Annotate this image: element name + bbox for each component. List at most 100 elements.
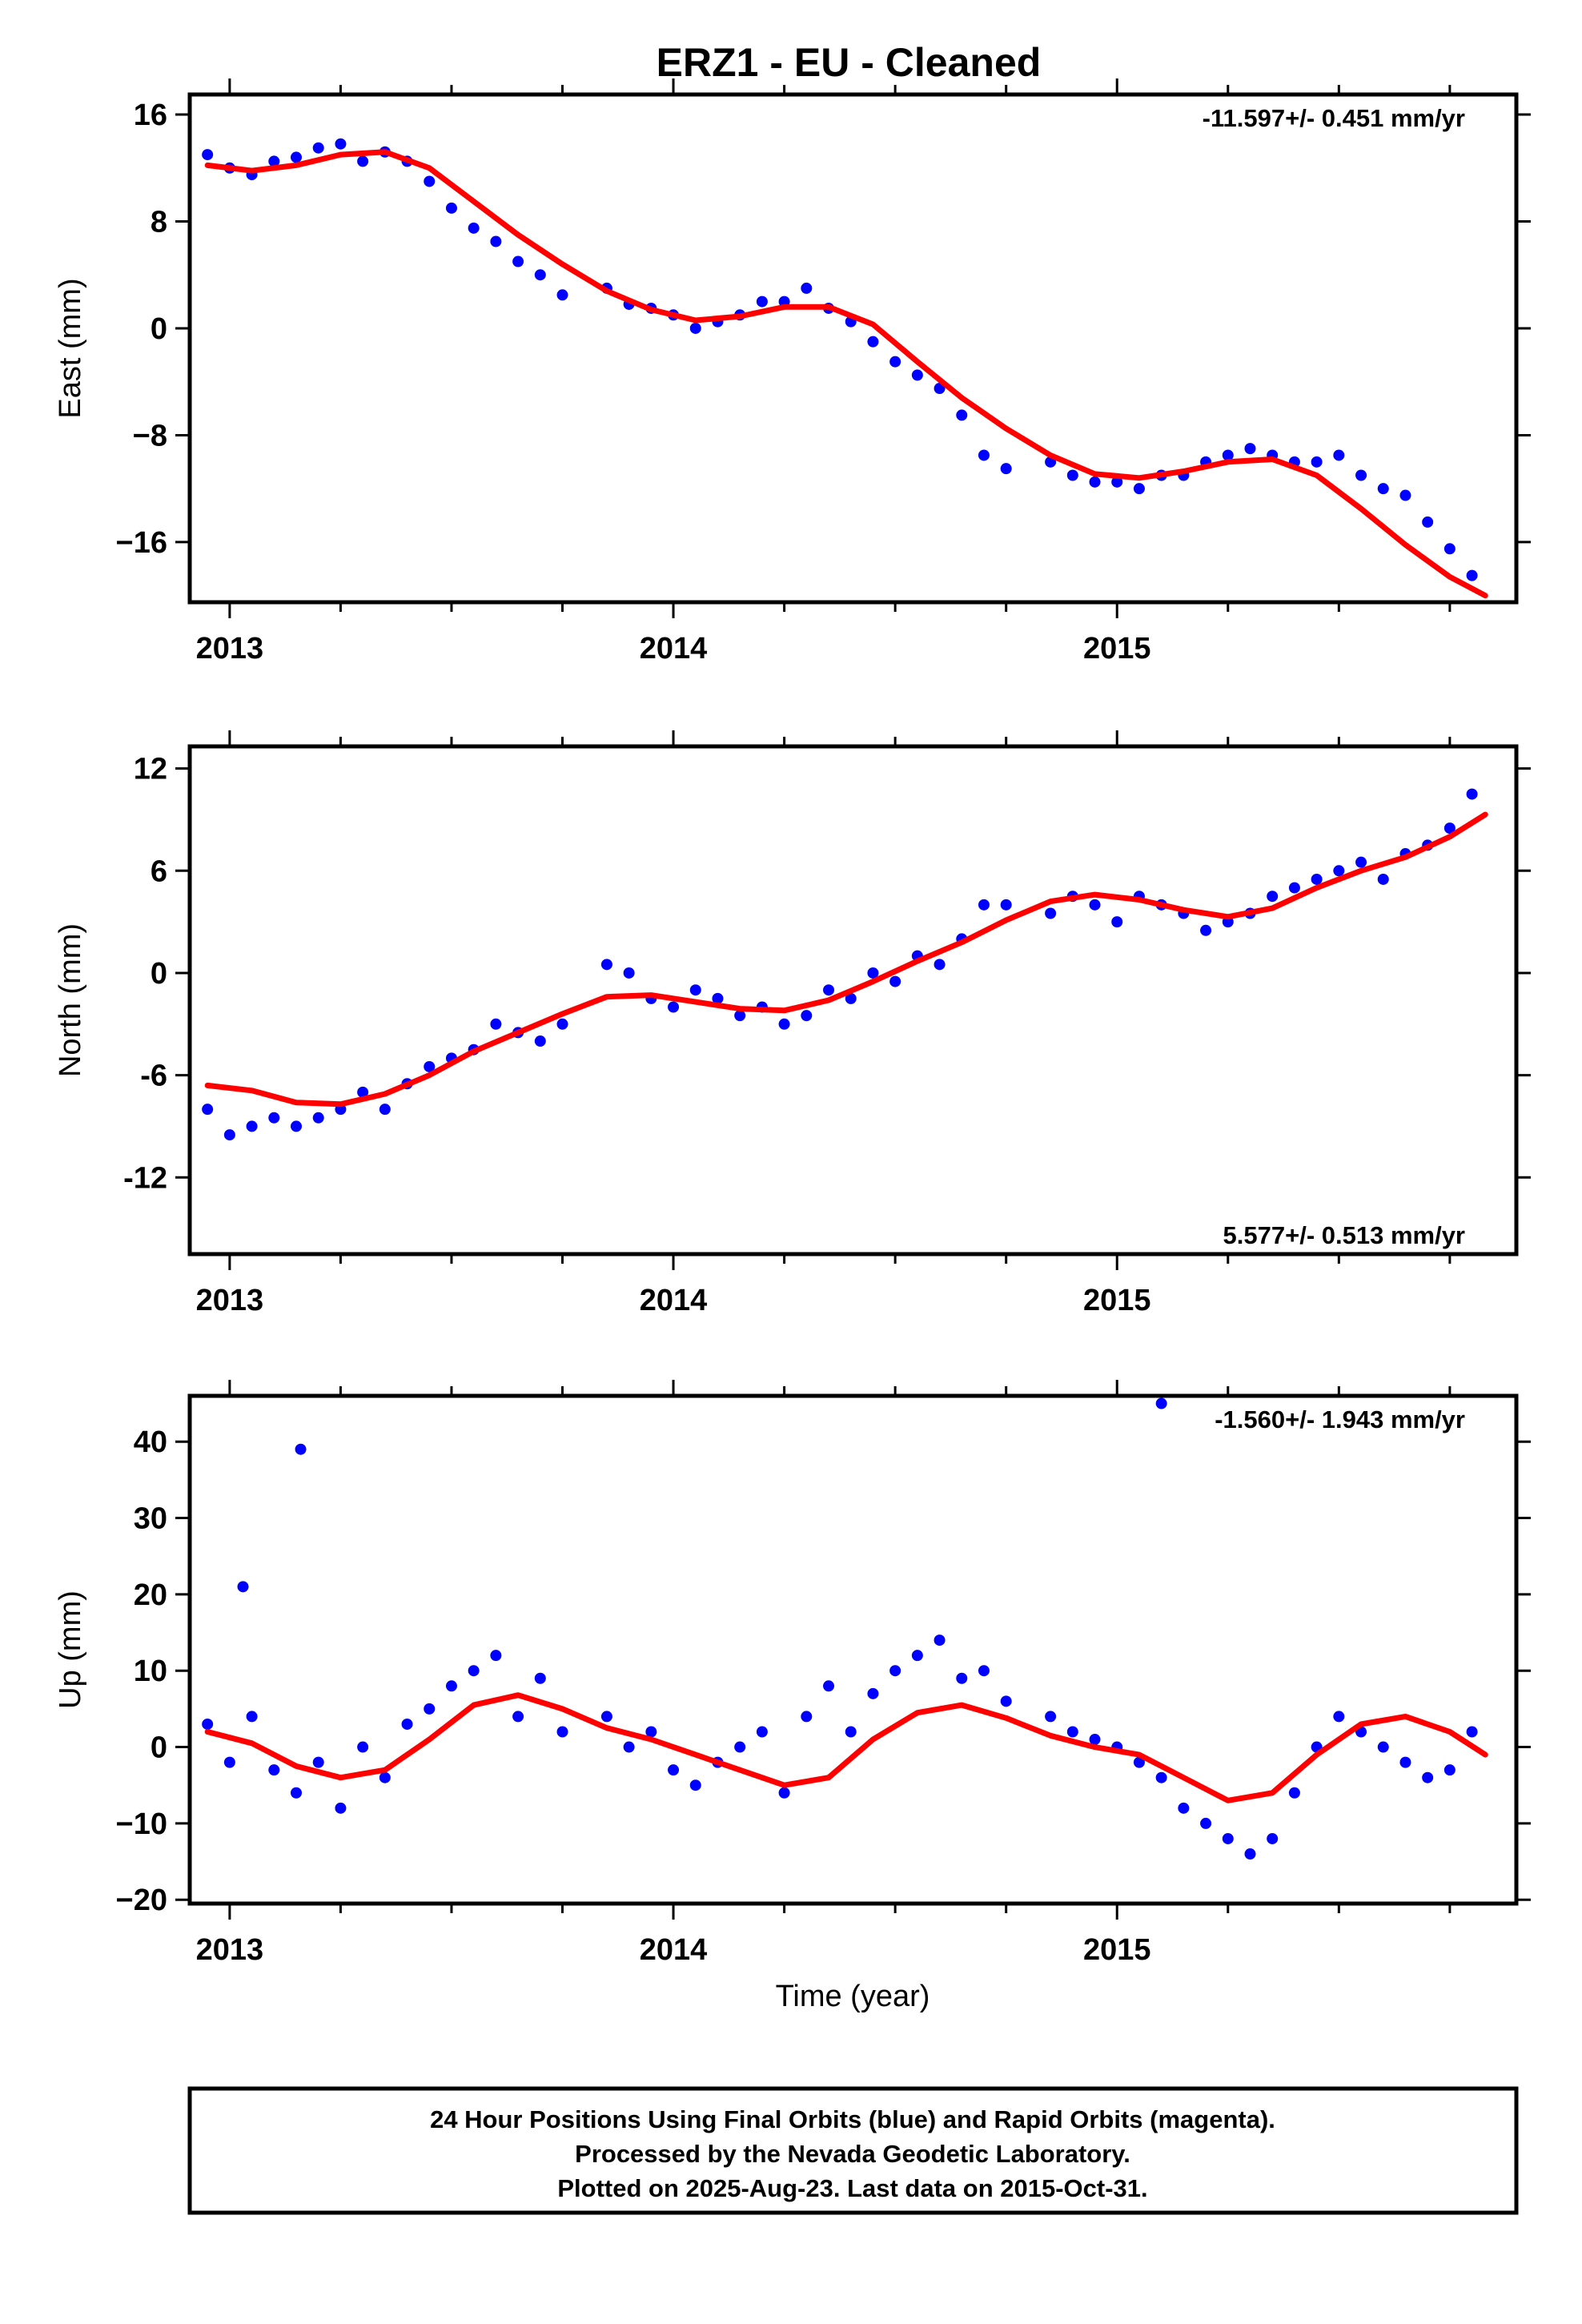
- north-data-point: [1377, 873, 1389, 885]
- up-data-point: [1133, 1756, 1145, 1768]
- up-data-point: [1222, 1832, 1234, 1844]
- north-data-point: [978, 899, 990, 911]
- north-data-point: [534, 1035, 546, 1047]
- east-data-point: [1399, 489, 1411, 501]
- north-data-point: [845, 992, 857, 1004]
- north-data-point: [1355, 856, 1367, 868]
- up-xtick-label: 2015: [1083, 1933, 1151, 1967]
- east-xtick-label: 2015: [1083, 632, 1151, 665]
- up-data-point: [556, 1726, 568, 1738]
- east-data-point: [468, 222, 480, 234]
- up-ytick-label: 30: [134, 1502, 167, 1536]
- up-data-point: [490, 1650, 502, 1662]
- north-marks: 12 6 0 -6 -12 2013 2014 2015: [123, 730, 1531, 1317]
- north-data-point: [1311, 873, 1323, 885]
- north-data-point: [801, 1010, 813, 1022]
- up-data-point: [1045, 1711, 1057, 1723]
- up-data-point: [202, 1718, 214, 1730]
- up-data-point: [867, 1687, 879, 1699]
- east-ytick-label: −8: [133, 419, 167, 452]
- east-data-point: [689, 322, 701, 334]
- up-data-point: [978, 1665, 990, 1677]
- north-data-point: [202, 1104, 214, 1116]
- east-data-point: [312, 142, 324, 154]
- up-data-point: [645, 1726, 657, 1738]
- up-data-point: [1399, 1756, 1411, 1768]
- up-data-point: [956, 1672, 968, 1684]
- east-data-point: [1089, 476, 1101, 488]
- north-data-point: [867, 967, 879, 979]
- footer-line-2: Processed by the Nevada Geodetic Laborat…: [575, 2140, 1130, 2168]
- north-data-point: [1333, 865, 1345, 877]
- north-data-point: [1200, 924, 1212, 936]
- footer-frame: [187, 2086, 1519, 2215]
- up-axis-label: Up (mm): [54, 1590, 87, 1709]
- north-data-point: [246, 1120, 258, 1132]
- east-plot-frame: [187, 92, 1519, 605]
- up-data-point: [1178, 1802, 1190, 1814]
- north-data-point: [424, 1060, 436, 1072]
- north-ytick-label: 12: [134, 753, 167, 786]
- east-ytick-label: 0: [151, 312, 167, 346]
- up-data-point: [1089, 1734, 1101, 1746]
- north-data-point: [734, 1010, 746, 1022]
- north-ytick-label: -6: [140, 1059, 167, 1093]
- east-data-point: [956, 409, 968, 421]
- x-axis-label: Time (year): [776, 1980, 930, 2013]
- north-data-point: [312, 1112, 324, 1124]
- up-data-point: [778, 1787, 790, 1799]
- up-fit-curve: [204, 1692, 1488, 1803]
- east-data-point: [291, 151, 303, 163]
- north-ytick-label: 0: [151, 957, 167, 991]
- up-data-point: [668, 1764, 680, 1776]
- up-data-point: [1155, 1771, 1167, 1783]
- up-data-point: [689, 1779, 701, 1791]
- east-data-point: [867, 336, 879, 348]
- north-data-point: [623, 967, 635, 979]
- up-data-point: [823, 1680, 835, 1692]
- up-data-point: [295, 1443, 307, 1455]
- up-data-point: [246, 1711, 258, 1723]
- north-data-point: [1000, 899, 1012, 911]
- up-marks: 40 30 20 10 0 −10 −20 2013 2014 2015: [116, 1380, 1531, 1967]
- up-ytick-label: 10: [134, 1655, 167, 1688]
- north-xtick-label: 2014: [640, 1284, 708, 1317]
- east-xtick-label: 2014: [640, 632, 708, 665]
- north-data-point: [712, 992, 724, 1004]
- north-xtick-label: 2015: [1083, 1284, 1151, 1317]
- east-data-point: [424, 175, 436, 187]
- north-data-point: [1288, 882, 1300, 894]
- north-ytick-label: -12: [123, 1161, 167, 1195]
- east-data-point: [1066, 469, 1078, 481]
- east-data-point: [268, 155, 280, 167]
- up-plot-frame: [187, 1393, 1519, 1906]
- up-data-point: [845, 1726, 857, 1738]
- east-data-point: [756, 296, 768, 308]
- footer-line-3: Plotted on 2025-Aug-23. Last data on 201…: [557, 2174, 1147, 2202]
- up-data-point: [756, 1726, 768, 1738]
- up-data-point: [1422, 1771, 1434, 1783]
- up-ytick-label: 40: [134, 1425, 167, 1459]
- north-data-point: [668, 1001, 680, 1013]
- up-data-point: [534, 1672, 546, 1684]
- north-data-point: [223, 1129, 235, 1141]
- up-xtick-label: 2013: [196, 1933, 264, 1967]
- north-data-point: [600, 959, 612, 971]
- north-data-point: [357, 1086, 369, 1098]
- east-data-point: [1443, 543, 1456, 555]
- east-data-point: [1311, 456, 1323, 468]
- north-data-point: [889, 975, 901, 987]
- east-panel: 16 8 0 −8 −16 2013 2014 2015 East (mm) -11.597+…: [54, 78, 1531, 665]
- east-xtick-label: 2013: [196, 632, 264, 665]
- east-data-point: [1377, 483, 1389, 495]
- up-data-point: [889, 1665, 901, 1677]
- north-data-point: [291, 1120, 303, 1132]
- east-ytick-label: −16: [116, 526, 167, 560]
- east-axis-label: East (mm): [54, 278, 87, 418]
- east-data-point: [490, 235, 502, 247]
- up-xtick-label: 2014: [640, 1933, 708, 1967]
- up-data-point: [223, 1756, 235, 1768]
- up-ytick-label: −20: [116, 1884, 167, 1917]
- up-data-point: [237, 1581, 249, 1593]
